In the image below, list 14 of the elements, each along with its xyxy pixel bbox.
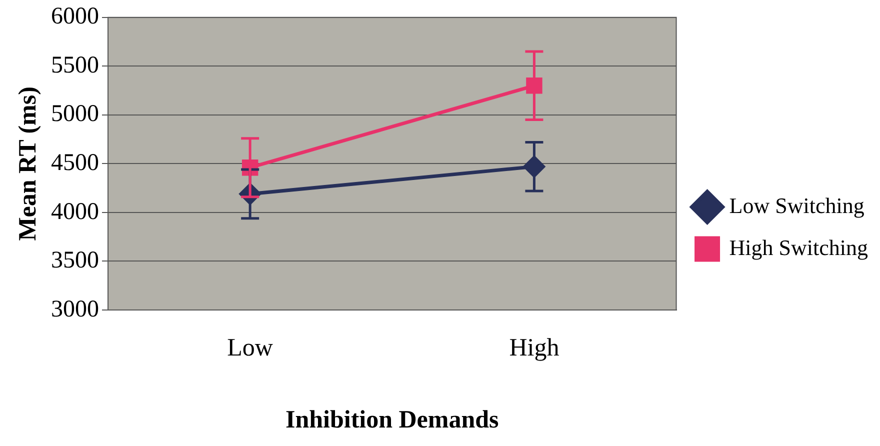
y-tick-label: 6000: [51, 4, 99, 30]
y-tick-label: 4500: [51, 150, 99, 176]
point: [526, 78, 542, 94]
legend-label: Low Switching: [729, 192, 864, 218]
x-tick-label: High: [509, 334, 560, 362]
x-axis-title: Inhibition Demands: [285, 406, 500, 434]
y-tick-label: 3000: [51, 296, 99, 322]
y-tick-label: 3500: [51, 248, 99, 274]
y-tick-label: 5000: [51, 101, 99, 128]
legend-label: High Switching: [729, 234, 868, 260]
y-axis-title: Mean RT (ms): [14, 86, 42, 241]
x-tick-label: Low: [227, 334, 273, 362]
y-tick-label: 5500: [51, 52, 99, 78]
y-tick-label: 4000: [51, 198, 99, 225]
